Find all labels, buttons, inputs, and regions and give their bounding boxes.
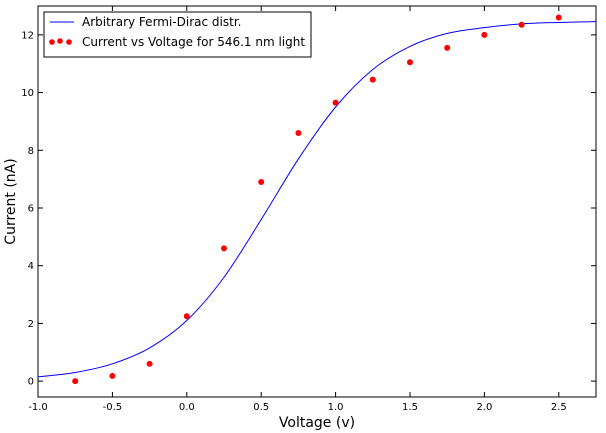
plot-frame [37,5,597,398]
data-point [258,179,265,186]
legend: Arbitrary Fermi-Dirac distr. Current vs … [43,11,312,58]
y-tick-label: 4 [28,261,34,272]
legend-marker-dot [49,39,55,45]
data-point [369,76,376,83]
data-point [183,313,190,320]
series-layer [37,14,597,385]
legend-label-measured-current: Current vs Voltage for 546.1 nm light [82,35,305,49]
data-point [555,14,562,21]
legend-marker-dot [66,39,72,45]
x-tick-label: 2.5 [551,402,567,413]
data-point [146,360,153,367]
y-tick-label: 0 [28,377,34,388]
data-point [109,372,116,379]
data-point [295,129,302,136]
y-tick-label: 12 [21,30,34,41]
data-point [332,99,339,106]
data-point [444,44,451,51]
data-point [221,245,227,252]
y-tick-label: 8 [28,146,34,157]
legend-box [43,11,312,58]
x-axis-title: Voltage (v) [279,415,355,431]
data-point [481,31,488,38]
data-point [72,378,79,385]
x-tick-label: 0.0 [179,402,195,413]
y-axis-title: Current (nA) [3,158,19,244]
x-tick-label: 1.5 [402,402,418,413]
legend-label-fermi-dirac: Arbitrary Fermi-Dirac distr. [82,15,241,29]
data-point [518,21,525,28]
data-point [407,59,413,66]
x-tick-label: -1.0 [28,402,48,413]
legend-marker-dot [57,38,63,44]
y-tick-label: 2 [28,319,34,330]
y-tick-label: 10 [21,88,34,99]
axis-ticks: -1.0 -0.5 0.0 0.5 1.0 1.5 2.0 2.5 0 2 4 6 8 10 12 [21,6,596,413]
y-tick-label: 6 [28,203,34,214]
x-tick-label: -0.5 [103,402,123,413]
x-tick-label: 0.5 [253,402,269,413]
x-tick-label: 2.0 [476,402,492,413]
x-tick-label: 1.0 [328,402,344,413]
fermi-dirac-curve [37,21,597,378]
